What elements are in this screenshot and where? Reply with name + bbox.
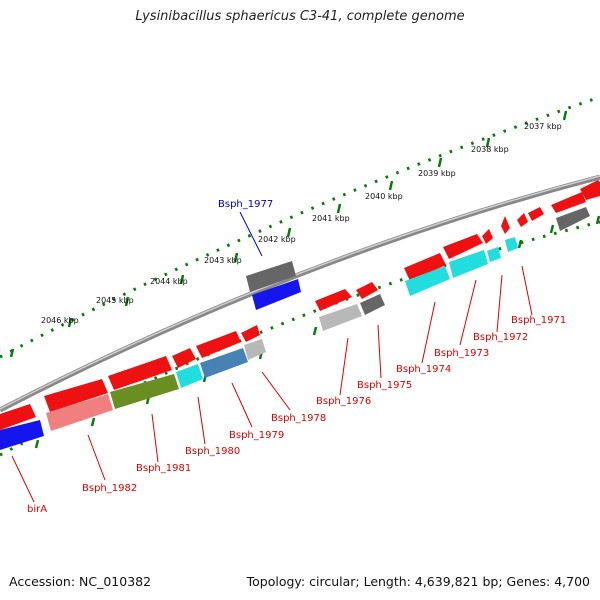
tick-label: 2040 kbp xyxy=(365,192,403,201)
tick-label: 2045 kbp xyxy=(96,296,134,305)
gene-arrow[interactable] xyxy=(501,216,510,234)
gene-box[interactable] xyxy=(360,294,385,315)
gene-labels: Bsph_1977 Bsph_1971 Bsph_1972 Bsph_1973 … xyxy=(27,199,566,515)
genome-backbone-highlight xyxy=(0,175,600,410)
gene-box[interactable] xyxy=(246,261,296,292)
gene-box[interactable] xyxy=(319,304,362,331)
gene-label-bsph-1977[interactable]: Bsph_1977 xyxy=(218,199,273,210)
gene-box[interactable] xyxy=(449,250,488,278)
gene-box[interactable] xyxy=(505,237,518,252)
cds-track-forward xyxy=(0,180,600,430)
tick-label: 2037 kbp xyxy=(524,122,562,131)
gene-arrow[interactable] xyxy=(172,348,196,368)
genome-backbone xyxy=(0,174,600,413)
gene-label-bsph-1973[interactable]: Bsph_1973 xyxy=(434,348,489,359)
gene-box[interactable] xyxy=(46,394,113,431)
outer-scale-ring xyxy=(0,95,600,359)
gene-arrow[interactable] xyxy=(404,253,446,281)
tick-label: 2038 kbp xyxy=(471,145,509,154)
leader-lines xyxy=(11,211,533,503)
gene-arrow[interactable] xyxy=(356,282,378,299)
scale-tick-2044: 2044 kbp xyxy=(150,274,188,286)
tick-label: 2039 kbp xyxy=(418,169,456,178)
gene-label-bsph-1980[interactable]: Bsph_1980 xyxy=(185,446,240,457)
gene-arrow[interactable] xyxy=(443,234,483,259)
scale-tick-2037: 2037 kbp xyxy=(524,110,568,131)
gene-label-bsph-1974[interactable]: Bsph_1974 xyxy=(396,364,451,375)
gene-box[interactable] xyxy=(110,374,179,409)
gene-box[interactable] xyxy=(556,207,590,231)
map-title: Lysinibacillus sphaericus C3-41, complet… xyxy=(135,9,465,24)
gene-arrow[interactable] xyxy=(44,379,108,412)
gene-label-bsph-1971[interactable]: Bsph_1971 xyxy=(511,315,566,326)
scale-tick-minor xyxy=(9,348,15,358)
gene-arrow[interactable] xyxy=(108,356,172,390)
gene-label-bira[interactable]: birA xyxy=(27,504,47,515)
tick-label: 2044 kbp xyxy=(150,277,188,286)
tick-label: 2042 kbp xyxy=(258,235,296,244)
scale-tick-2042: 2042 kbp xyxy=(258,227,296,244)
gene-label-bsph-1978[interactable]: Bsph_1978 xyxy=(271,413,326,424)
scale-tick-2040: 2040 kbp xyxy=(365,180,403,201)
tick-label: 2041 kbp xyxy=(312,214,350,223)
cog-track xyxy=(0,207,590,450)
gene-box[interactable] xyxy=(252,279,301,310)
gene-label-bsph-1972[interactable]: Bsph_1972 xyxy=(473,332,528,343)
scale-tick-2039: 2039 kbp xyxy=(418,157,456,178)
gene-label-bsph-1976[interactable]: Bsph_1976 xyxy=(316,396,371,407)
scale-tick-2041: 2041 kbp xyxy=(312,203,350,223)
gene-box[interactable] xyxy=(0,420,44,450)
gene-box[interactable] xyxy=(487,247,501,262)
gene-box[interactable] xyxy=(405,266,450,296)
scale-tick-2045: 2045 kbp xyxy=(96,296,134,307)
gene-label-bsph-1975[interactable]: Bsph_1975 xyxy=(357,380,412,391)
gene-arrow[interactable] xyxy=(315,289,352,311)
scale-tick-2046: 2046 kbp xyxy=(41,316,79,328)
tick-label: 2046 kbp xyxy=(41,316,79,325)
gene-box[interactable] xyxy=(176,364,203,388)
accession-text: Accession: NC_010382 xyxy=(9,574,152,589)
gene-arrow[interactable] xyxy=(0,404,36,430)
gene-arrow[interactable] xyxy=(196,331,241,358)
gene-box[interactable] xyxy=(200,348,248,378)
gene-label-bsph-1981[interactable]: Bsph_1981 xyxy=(136,463,191,474)
gene-arrow[interactable] xyxy=(517,213,528,227)
gene-box[interactable] xyxy=(244,339,266,360)
gene-label-bsph-1982[interactable]: Bsph_1982 xyxy=(82,483,137,494)
gene-arrow[interactable] xyxy=(482,229,493,244)
genome-summary-text: Topology: circular; Length: 4,639,821 bp… xyxy=(246,574,590,589)
scale-tick-2038: 2038 kbp xyxy=(471,137,509,154)
tick-label: 2043 kbp xyxy=(204,256,242,265)
gene-arrow[interactable] xyxy=(551,192,586,213)
scale-tick-2043: 2043 kbp xyxy=(204,252,242,265)
gene-arrow[interactable] xyxy=(241,325,260,342)
gene-arrow[interactable] xyxy=(580,180,600,200)
gene-label-bsph-1979[interactable]: Bsph_1979 xyxy=(229,430,284,441)
gene-arrow[interactable] xyxy=(528,207,544,221)
